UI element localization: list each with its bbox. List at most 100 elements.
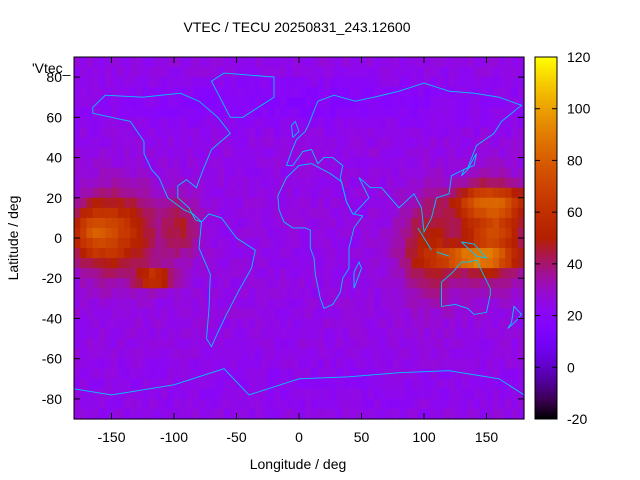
heatmap-cell	[242, 348, 250, 360]
heatmap-cell	[330, 258, 338, 269]
heatmap-cell	[317, 167, 325, 179]
heatmap-cell	[417, 177, 425, 189]
heatmap-cell	[292, 207, 300, 219]
heatmap-cell	[286, 67, 294, 78]
heatmap-cell	[349, 318, 356, 330]
heatmap-cell	[499, 248, 506, 259]
heatmap-cell	[499, 238, 506, 249]
heatmap-cell	[161, 278, 169, 289]
heatmap-cell	[336, 207, 344, 219]
heatmap-cell	[255, 378, 263, 390]
heatmap-cell	[380, 258, 388, 269]
heatmap-cell	[274, 378, 281, 390]
heatmap-cell	[361, 358, 369, 370]
heatmap-cell	[342, 87, 350, 98]
heatmap-cell	[480, 308, 488, 320]
heatmap-cell	[424, 217, 431, 229]
heatmap-cell	[211, 268, 219, 279]
heatmap-cell	[149, 358, 156, 370]
heatmap-cell	[330, 147, 338, 159]
heatmap-cell	[174, 137, 181, 149]
heatmap-cell	[205, 57, 213, 68]
heatmap-cell	[255, 308, 263, 320]
heatmap-cell	[480, 227, 488, 239]
heatmap-cell	[467, 338, 475, 350]
heatmap-cell	[417, 378, 425, 390]
heatmap-cell	[186, 238, 194, 249]
heatmap-cell	[499, 67, 506, 78]
heatmap-cell	[211, 368, 219, 380]
heatmap-cell	[467, 288, 475, 299]
heatmap-cell	[442, 167, 450, 179]
heatmap-cell	[517, 258, 525, 269]
heatmap-cell	[486, 67, 494, 78]
heatmap-cell	[342, 177, 350, 189]
heatmap-cell	[105, 197, 113, 209]
heatmap-cell	[249, 137, 256, 149]
heatmap-cell	[311, 217, 319, 229]
heatmap-cell	[442, 137, 450, 149]
heatmap-cell	[330, 97, 338, 108]
heatmap-cell	[105, 57, 113, 68]
heatmap-cell	[411, 137, 419, 149]
heatmap-cell	[380, 137, 388, 149]
heatmap-cell	[361, 298, 369, 309]
heatmap-cell	[455, 238, 463, 249]
heatmap-cell	[299, 278, 306, 289]
heatmap-cell	[317, 278, 325, 289]
heatmap-cell	[324, 137, 331, 149]
heatmap-cell	[286, 338, 294, 350]
heatmap-cell	[442, 318, 450, 330]
heatmap-cell	[367, 97, 375, 108]
heatmap-cell	[74, 117, 81, 128]
heatmap-cell	[199, 298, 206, 309]
heatmap-cell	[424, 348, 431, 360]
heatmap-cell	[299, 318, 306, 330]
heatmap-cell	[280, 318, 288, 330]
heatmap-cell	[330, 328, 338, 340]
heatmap-cell	[455, 378, 463, 390]
heatmap-cell	[86, 408, 94, 420]
heatmap-cell	[224, 298, 231, 309]
heatmap-cell	[461, 318, 469, 330]
heatmap-cell	[105, 77, 113, 88]
heatmap-cell	[86, 368, 94, 380]
heatmap-cell	[386, 238, 394, 249]
heatmap-cell	[480, 207, 488, 219]
heatmap-cell	[449, 147, 456, 159]
heatmap-cell	[192, 167, 200, 179]
heatmap-cell	[236, 107, 244, 118]
heatmap-cell	[517, 378, 525, 390]
heatmap-cell	[355, 398, 363, 410]
heatmap-cell	[480, 348, 488, 360]
heatmap-cell	[511, 308, 519, 320]
heatmap-cell	[361, 268, 369, 279]
heatmap-cell	[492, 227, 500, 239]
heatmap-cell	[99, 378, 106, 390]
heatmap-cell	[205, 258, 213, 269]
heatmap-cell	[430, 278, 438, 289]
heatmap-cell	[449, 67, 456, 78]
heatmap-cell	[517, 157, 525, 169]
heatmap-cell	[242, 408, 250, 420]
heatmap-cell	[230, 77, 238, 88]
heatmap-cell	[392, 187, 400, 199]
heatmap-cell	[261, 318, 269, 330]
heatmap-cell	[430, 378, 438, 390]
heatmap-cell	[342, 137, 350, 149]
heatmap-cell	[167, 258, 175, 269]
heatmap-cell	[280, 87, 288, 98]
heatmap-cell	[105, 308, 113, 320]
heatmap-cell	[180, 67, 188, 78]
heatmap-cell	[205, 77, 213, 88]
heatmap-cell	[449, 107, 456, 118]
heatmap-cell	[211, 57, 219, 68]
heatmap-cell	[105, 157, 113, 169]
heatmap-cell	[305, 248, 313, 259]
coastline-path	[92, 92, 231, 223]
heatmap-cell	[211, 77, 219, 88]
heatmap-cell	[136, 248, 144, 259]
heatmap-cell	[467, 137, 475, 149]
heatmap-cell	[199, 77, 206, 88]
heatmap-cell	[461, 147, 469, 159]
